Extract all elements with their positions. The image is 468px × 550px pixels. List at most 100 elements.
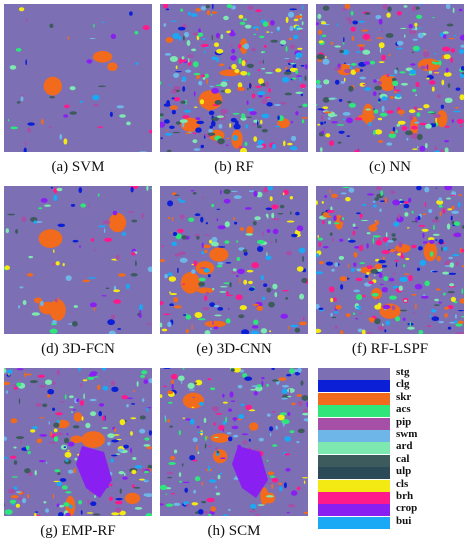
map-speckle	[458, 8, 463, 12]
map-speckle	[192, 139, 198, 144]
map-speckle	[342, 186, 350, 189]
map-speckle	[388, 74, 396, 77]
map-speckle	[381, 54, 386, 61]
map-speckle	[393, 85, 396, 90]
map-speckle	[218, 63, 225, 67]
map-speckle	[246, 269, 254, 273]
map-speckle	[223, 514, 228, 516]
map-speckle	[416, 133, 423, 140]
map-speckle	[47, 394, 51, 398]
map-speckle	[143, 470, 149, 474]
map-speckle	[186, 40, 191, 46]
map-speckle	[79, 244, 81, 249]
map-speckle	[213, 326, 219, 330]
map-speckle	[417, 32, 424, 39]
map-speckle	[431, 316, 440, 321]
map-region	[81, 431, 105, 448]
map-speckle	[304, 75, 307, 81]
map-speckle	[256, 305, 263, 311]
map-speckle	[380, 27, 383, 33]
legend-swatch	[318, 504, 390, 517]
map-speckle	[322, 23, 330, 26]
map-speckle	[372, 91, 377, 97]
map-speckle	[203, 234, 212, 236]
map-speckle	[201, 251, 205, 255]
map-speckle	[216, 301, 221, 304]
map-speckle	[411, 51, 415, 54]
map-speckle	[211, 406, 220, 412]
map-speckle	[50, 186, 53, 189]
classification-map	[160, 4, 308, 152]
map-speckle	[450, 296, 456, 302]
map-speckle	[128, 493, 132, 499]
map-speckle	[222, 79, 229, 81]
map-speckle	[424, 202, 427, 208]
map-speckle	[349, 66, 353, 70]
map-speckle	[212, 320, 214, 326]
map-speckle	[173, 72, 180, 78]
map-speckle	[146, 407, 149, 412]
map-speckle	[194, 234, 200, 237]
map-speckle	[355, 318, 359, 320]
map-region	[124, 492, 141, 505]
map-speckle	[395, 262, 398, 268]
map-speckle	[178, 251, 186, 256]
map-speckle	[89, 302, 97, 308]
map-speckle	[302, 103, 308, 108]
map-speckle	[352, 230, 356, 236]
map-speckle	[164, 273, 168, 279]
map-speckle	[243, 279, 248, 285]
map-speckle	[284, 92, 293, 96]
map-speckle	[160, 113, 164, 117]
map-speckle	[409, 69, 417, 75]
map-speckle	[451, 210, 459, 214]
map-speckle	[271, 483, 274, 490]
map-speckle	[216, 48, 224, 54]
map-speckle	[109, 483, 113, 487]
map-speckle	[45, 379, 52, 385]
legend-swatch	[318, 516, 390, 529]
map-speckle	[143, 493, 147, 497]
map-speckle	[241, 433, 249, 436]
map-speckle	[201, 242, 204, 249]
map-speckle	[392, 273, 396, 275]
map-speckle	[216, 208, 221, 210]
map-speckle	[343, 77, 346, 82]
map-speckle	[194, 312, 203, 318]
map-speckle	[16, 382, 22, 387]
map-speckle	[366, 193, 375, 196]
map-speckle	[178, 472, 182, 477]
map-region	[38, 229, 63, 248]
map-speckle	[196, 445, 198, 452]
map-speckle	[381, 265, 388, 268]
map-speckle	[450, 48, 456, 53]
map-speckle	[135, 260, 137, 267]
map-speckle	[417, 215, 421, 221]
map-speckle	[362, 33, 371, 40]
map-speckle	[163, 4, 169, 9]
map-speckle	[392, 199, 401, 206]
map-speckle	[452, 254, 460, 257]
map-speckle	[340, 81, 345, 84]
map-speckle	[332, 237, 334, 243]
map-speckle	[217, 307, 224, 311]
map-speckle	[385, 232, 388, 238]
map-speckle	[266, 495, 274, 498]
map-speckle	[410, 125, 418, 130]
map-speckle	[382, 304, 391, 310]
map-speckle	[63, 502, 70, 507]
map-speckle	[270, 20, 275, 26]
map-speckle	[224, 221, 230, 228]
map-speckle	[170, 373, 178, 380]
map-speckle	[175, 71, 182, 73]
map-speckle	[212, 117, 219, 122]
map-speckle	[379, 47, 382, 53]
map-speckle	[204, 295, 208, 301]
map-speckle	[293, 34, 299, 40]
map-speckle	[65, 512, 71, 516]
map-speckle	[121, 395, 128, 400]
map-speckle	[173, 297, 179, 303]
map-speckle	[175, 121, 181, 125]
legend-label: cal	[396, 452, 410, 465]
map-speckle	[22, 300, 27, 306]
